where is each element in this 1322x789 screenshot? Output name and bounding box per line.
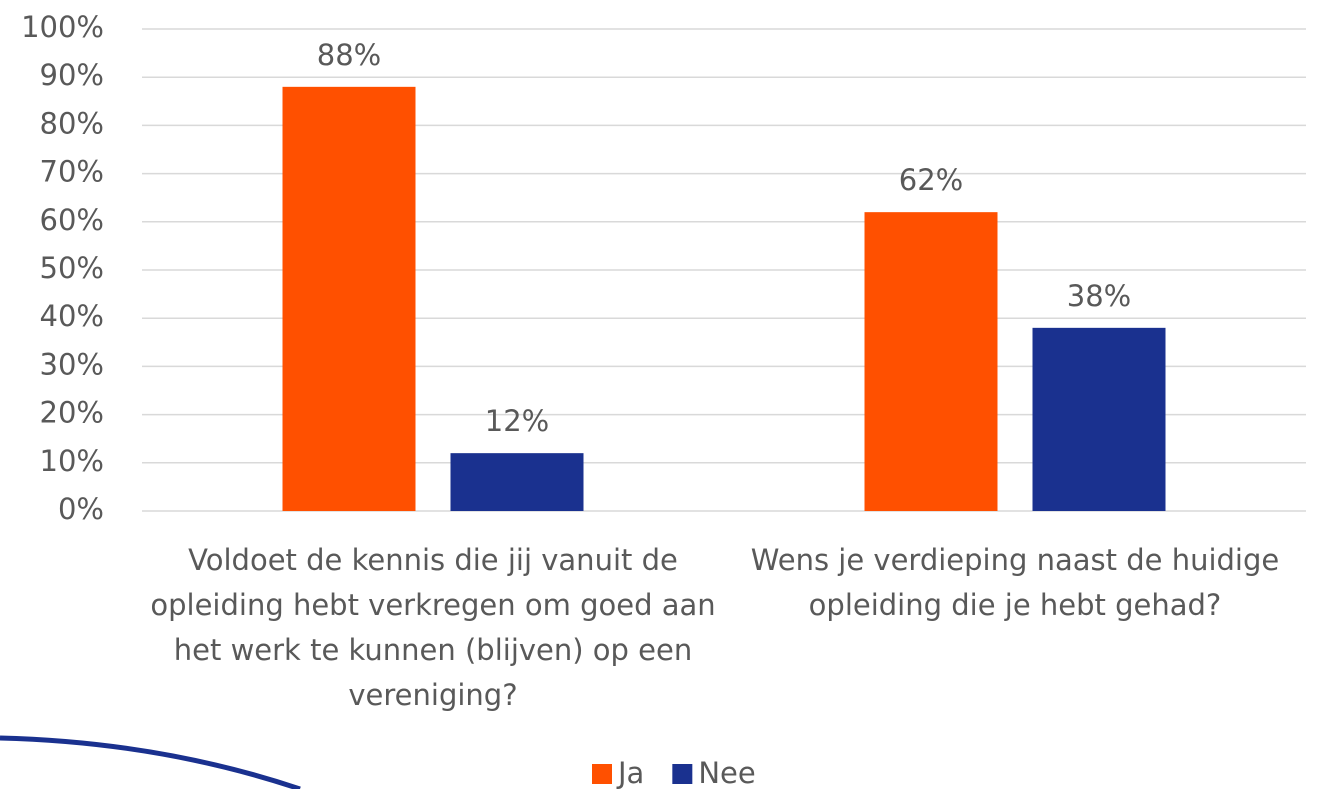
legend-swatch: [672, 764, 693, 784]
y-tick-label: 30%: [40, 347, 104, 381]
x-tick-label: Wens je verdieping naast de huidige ople…: [750, 543, 1280, 622]
y-tick-label: 60%: [40, 203, 104, 237]
bar: [450, 453, 584, 511]
data-label: 12%: [485, 404, 549, 438]
y-tick-label: 20%: [40, 396, 104, 430]
data-label: 38%: [1067, 279, 1131, 313]
legend-swatch: [592, 764, 612, 784]
y-tick-label: 100%: [21, 10, 104, 44]
decoration: [0, 735, 301, 789]
y-tick-label: 90%: [40, 58, 104, 92]
bar: [1032, 327, 1166, 511]
y-tick-label: 70%: [40, 155, 104, 189]
data-label: 88%: [317, 38, 381, 72]
y-tick-label: 40%: [40, 299, 104, 333]
y-tick-label: 50%: [40, 251, 104, 285]
bar: [282, 86, 416, 511]
legend-label: Ja: [616, 756, 644, 789]
legend-label: Nee: [698, 756, 755, 789]
x-tick-label: Voldoet de kennis die jij vanuit de ople…: [150, 543, 716, 712]
bar: [864, 212, 998, 511]
data-label: 62%: [899, 163, 963, 197]
y-tick-label: 0%: [58, 492, 104, 526]
y-tick-label: 10%: [40, 444, 104, 478]
y-tick-label: 80%: [40, 106, 104, 140]
